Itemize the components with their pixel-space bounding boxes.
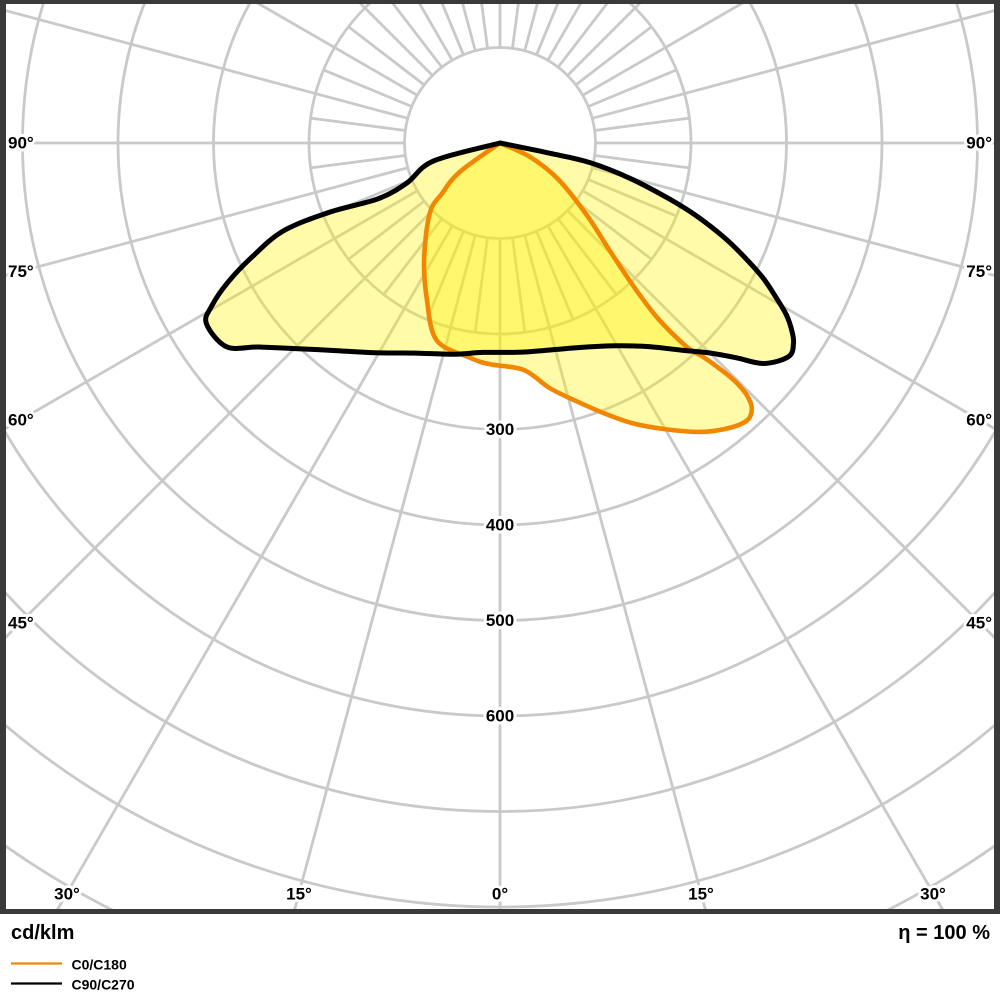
radial-value-label: 500 [486, 611, 514, 630]
grid-spoke-minor [425, 230, 465, 321]
frame-bottom-bar [0, 909, 1000, 914]
angle-label-left: 45° [8, 614, 34, 633]
axis-labels: 300 400 500 600 90° 90° 75° 75° 60° 60° 45° 45° 30° 1… [5, 131, 995, 907]
efficiency-label: η = 100 % [898, 922, 990, 944]
curve-c0-c180 [421, 140, 755, 435]
grid-spoke-minor [382, 217, 444, 296]
grid-spoke-major [6, 9, 409, 120]
angle-label-left: 75° [8, 262, 34, 281]
grid-spoke-minor [511, 237, 527, 333]
angle-label-right: 90° [966, 134, 992, 153]
grid-spoke-minor [587, 68, 678, 108]
grid-spoke-minor [347, 199, 426, 261]
angle-label-bottom: 30° [54, 885, 80, 904]
grid-spoke-minor [473, 237, 489, 333]
grid-spoke-major [293, 234, 477, 909]
grid-spoke-major [523, 234, 707, 909]
angle-label-right: 60° [966, 411, 992, 430]
grid-spoke-major [591, 166, 994, 277]
distribution-curves [203, 140, 797, 435]
grid-spoke-minor [310, 154, 406, 170]
curve-fill-c0-c180 [423, 143, 752, 432]
frame-left [0, 0, 6, 914]
plot-frame [0, 0, 1000, 914]
grid-spoke-major [6, 209, 434, 639]
grid-spoke-minor [480, 4, 489, 49]
grid-spoke-minor [574, 25, 653, 87]
radial-value-label: 300 [486, 420, 514, 439]
unit-label: cd/klm [11, 922, 74, 944]
grid-spoke-major [591, 9, 994, 120]
curve-c90-c270 [203, 140, 797, 366]
grid-spoke-minor [535, 4, 560, 56]
legend: C0/C180 C90/C270 [11, 957, 135, 993]
frame-right [994, 0, 1000, 914]
legend-label-c90: C90/C270 [72, 977, 135, 993]
grid-spoke-major [6, 189, 418, 430]
angle-label-right: 45° [966, 614, 992, 633]
grid-spoke-minor [310, 116, 406, 132]
grid-spoke-minor [594, 154, 690, 170]
grid-spoke-minor [511, 4, 520, 49]
grid-spoke-major [566, 209, 994, 639]
legend-label-c0: C0/C180 [72, 957, 127, 973]
grid-spoke-minor [535, 230, 575, 321]
angle-label-bottom: 30° [920, 885, 946, 904]
curve-fill-c90-c270 [205, 143, 794, 364]
grid-spoke-minor [574, 199, 653, 261]
angle-label-bottom: 15° [286, 885, 312, 904]
grid-spoke-minor [556, 4, 609, 69]
grid-spoke-minor [594, 116, 690, 132]
grid-spoke-major [56, 224, 454, 909]
grid-spoke-minor [556, 217, 618, 296]
angle-label-right: 75° [966, 262, 992, 281]
grid-spoke-minor [322, 68, 413, 108]
grid-spoke-minor [440, 4, 465, 56]
radial-value-label: 600 [486, 707, 514, 726]
grid-spoke-minor [391, 4, 444, 69]
angle-label-left: 60° [8, 411, 34, 430]
angle-label-left: 90° [8, 134, 34, 153]
frame-top [0, 0, 1000, 4]
grid-spoke-minor [347, 25, 426, 87]
grid-spoke-major [6, 166, 409, 277]
radial-value-label: 400 [486, 516, 514, 535]
angle-label-bottom: 0° [492, 885, 508, 904]
grid-spoke-major [546, 225, 944, 909]
grid-spoke-minor [587, 178, 678, 218]
angle-label-bottom: 15° [688, 885, 714, 904]
grid-spoke-major [582, 189, 994, 430]
